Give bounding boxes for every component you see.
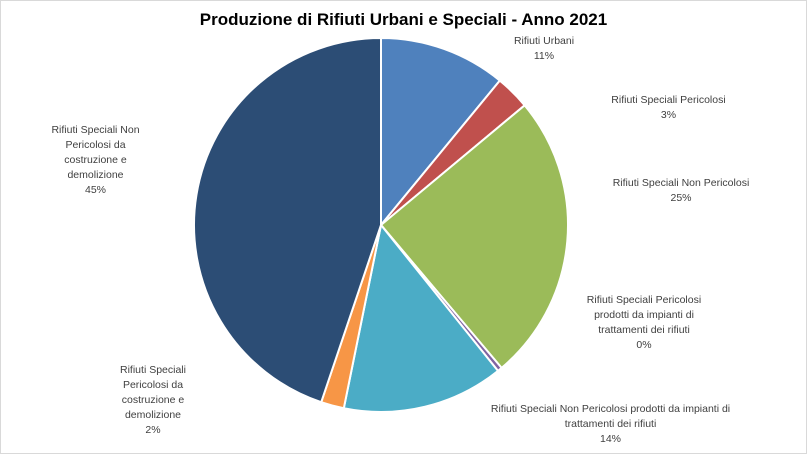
pie-slice-6 — [193, 36, 382, 404]
label-speciali-non-pericolosi-impianti: Rifiuti Speciali Non Pericolosi prodotti… — [490, 403, 731, 445]
label-speciali-non-pericolosi: Rifiuti Speciali Non Pericolosi 25% — [612, 177, 750, 204]
pie-slice-2 — [379, 103, 569, 370]
label-speciali-non-pericolosi-costruzione: Rifiuti Speciali Non Pericolosi da costr… — [51, 124, 140, 196]
label-rifiuti-urbani: Rifiuti Urbani 11% — [513, 35, 575, 62]
pie-slice-0 — [380, 36, 502, 228]
label-speciali-pericolosi-impianti: Rifiuti Speciali Pericolosi prodotti da … — [586, 294, 702, 351]
chart-title: Produzione di Rifiuti Urbani e Speciali … — [199, 10, 608, 29]
pie-slice-4 — [342, 222, 500, 413]
label-speciali-pericolosi: Rifiuti Speciali Pericolosi 3% — [611, 94, 726, 121]
label-speciali-pericolosi-costruzione: Rifiuti Speciali Pericolosi da costruzio… — [120, 364, 186, 436]
